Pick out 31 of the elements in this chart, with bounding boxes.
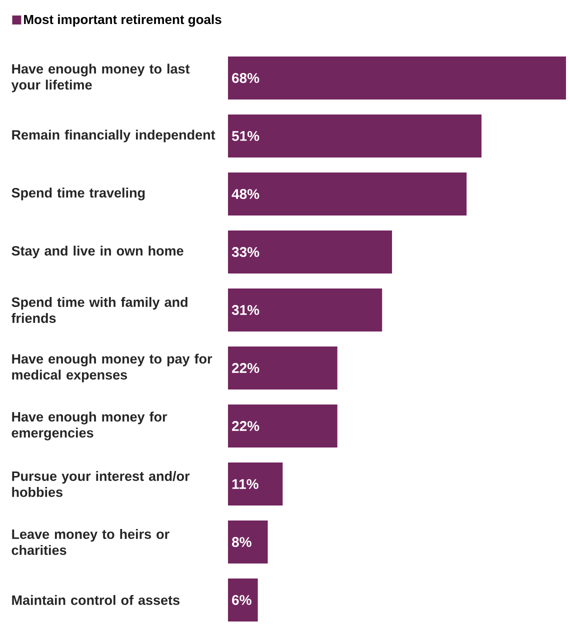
data-label: 6% [232, 595, 252, 605]
y-tick-label: Have enough money for emergencies [12, 412, 167, 440]
bar [228, 404, 338, 448]
bar [228, 114, 482, 158]
bar [228, 462, 283, 506]
bar [228, 346, 338, 390]
data-label: 48% [232, 189, 260, 199]
y-tick-label: Pursue your interest and/or hobbies [12, 471, 190, 497]
legend-label: Most important retirement goals [24, 14, 222, 27]
data-label: 8% [232, 537, 252, 547]
y-tick-label: Leave money to heirs or charities [12, 529, 170, 555]
y-tick-label: Spend time with family and friends [11, 297, 188, 323]
data-label: 68% [232, 73, 260, 83]
bar [228, 288, 382, 332]
data-label: 11% [232, 479, 258, 489]
data-label: 51% [232, 131, 260, 141]
y-tick-label: Have enough money to pay for medical expenses [12, 354, 212, 382]
bar [228, 520, 268, 564]
y-tick-label: Stay and live in own home [12, 246, 184, 258]
data-label: 22% [232, 421, 260, 431]
data-label: 22% [232, 363, 260, 373]
bar [228, 578, 258, 622]
y-tick-label: Remain financially independent [12, 130, 216, 142]
data-label: 33% [232, 247, 260, 257]
data-label: 31% [232, 305, 260, 315]
bar [228, 172, 466, 216]
y-tick-label: Spend time traveling [12, 188, 144, 200]
y-tick-label: Have enough money to last your lifetime [11, 64, 190, 92]
bar [228, 230, 392, 274]
y-tick-label: Maintain control of assets [12, 595, 180, 605]
bar [228, 56, 566, 100]
